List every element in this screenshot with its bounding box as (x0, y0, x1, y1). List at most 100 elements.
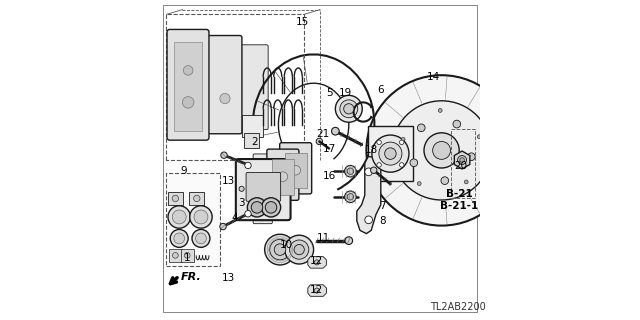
Circle shape (345, 237, 353, 244)
Circle shape (196, 233, 206, 244)
Circle shape (289, 240, 309, 259)
Circle shape (220, 223, 227, 230)
Circle shape (332, 127, 339, 135)
Text: 8: 8 (379, 216, 386, 226)
Text: 1: 1 (184, 252, 191, 263)
Circle shape (184, 252, 190, 258)
FancyBboxPatch shape (174, 42, 202, 131)
Circle shape (399, 140, 404, 145)
Circle shape (424, 133, 460, 168)
Text: 13: 13 (222, 176, 236, 186)
Circle shape (265, 202, 276, 213)
Circle shape (335, 95, 362, 122)
Circle shape (379, 142, 402, 165)
Circle shape (441, 177, 449, 184)
Text: 4: 4 (232, 212, 239, 223)
Text: 3: 3 (238, 198, 245, 208)
Text: 21: 21 (317, 129, 330, 140)
FancyBboxPatch shape (243, 115, 263, 137)
Circle shape (367, 75, 517, 226)
Circle shape (467, 153, 475, 161)
Circle shape (340, 100, 358, 118)
Circle shape (190, 206, 212, 228)
Circle shape (344, 191, 356, 203)
Circle shape (314, 288, 319, 293)
Circle shape (251, 202, 262, 213)
Circle shape (174, 233, 184, 244)
FancyBboxPatch shape (244, 133, 259, 148)
Circle shape (458, 156, 467, 164)
Text: 15: 15 (296, 17, 309, 28)
FancyBboxPatch shape (207, 36, 242, 134)
Circle shape (245, 211, 251, 217)
Circle shape (453, 120, 461, 128)
Circle shape (417, 124, 425, 132)
Circle shape (172, 210, 186, 224)
Polygon shape (454, 151, 470, 169)
Circle shape (173, 252, 178, 258)
Circle shape (183, 66, 193, 75)
Text: 18: 18 (365, 145, 378, 156)
Circle shape (168, 206, 191, 228)
Bar (451, 129, 475, 198)
Circle shape (377, 140, 381, 145)
Text: 19: 19 (339, 88, 352, 98)
Circle shape (192, 229, 210, 247)
FancyBboxPatch shape (285, 153, 307, 188)
Text: FR.: FR. (181, 272, 202, 283)
Circle shape (460, 158, 465, 162)
FancyBboxPatch shape (280, 143, 312, 194)
Circle shape (239, 186, 244, 191)
Text: 5: 5 (326, 88, 333, 98)
Circle shape (347, 194, 353, 200)
Circle shape (265, 234, 296, 265)
FancyBboxPatch shape (189, 192, 205, 205)
FancyBboxPatch shape (241, 45, 268, 130)
Bar (166, 173, 220, 266)
Circle shape (316, 138, 323, 145)
FancyBboxPatch shape (169, 249, 182, 262)
Text: 11: 11 (317, 233, 330, 244)
Text: 12: 12 (310, 256, 323, 266)
Circle shape (291, 165, 301, 175)
Circle shape (194, 210, 208, 224)
Circle shape (438, 108, 442, 112)
Text: 17: 17 (323, 144, 336, 154)
Circle shape (401, 138, 405, 141)
Circle shape (278, 172, 288, 181)
Circle shape (347, 168, 353, 174)
Circle shape (182, 97, 194, 108)
Text: 13: 13 (222, 273, 236, 284)
Circle shape (220, 93, 230, 104)
Circle shape (365, 168, 372, 176)
Text: TL2AB2200: TL2AB2200 (429, 302, 486, 312)
Text: 10: 10 (280, 240, 293, 250)
Circle shape (270, 239, 291, 260)
FancyBboxPatch shape (253, 197, 273, 224)
Polygon shape (308, 257, 326, 268)
Text: 20: 20 (454, 161, 467, 172)
Circle shape (194, 195, 200, 202)
Circle shape (247, 198, 267, 217)
Circle shape (344, 104, 354, 114)
FancyBboxPatch shape (236, 159, 291, 220)
Circle shape (294, 244, 305, 255)
FancyBboxPatch shape (267, 149, 299, 200)
Polygon shape (357, 157, 381, 234)
Circle shape (433, 141, 451, 159)
Circle shape (377, 163, 381, 167)
FancyBboxPatch shape (253, 154, 273, 198)
Circle shape (417, 182, 421, 186)
Circle shape (275, 244, 285, 255)
Circle shape (410, 159, 418, 167)
Circle shape (245, 162, 251, 169)
Circle shape (464, 180, 468, 184)
Circle shape (261, 198, 280, 217)
Circle shape (392, 101, 492, 200)
Circle shape (221, 152, 227, 158)
Text: 2: 2 (251, 137, 258, 148)
Text: 14: 14 (427, 72, 440, 82)
Circle shape (170, 229, 188, 247)
Circle shape (371, 167, 377, 173)
Circle shape (372, 135, 409, 172)
